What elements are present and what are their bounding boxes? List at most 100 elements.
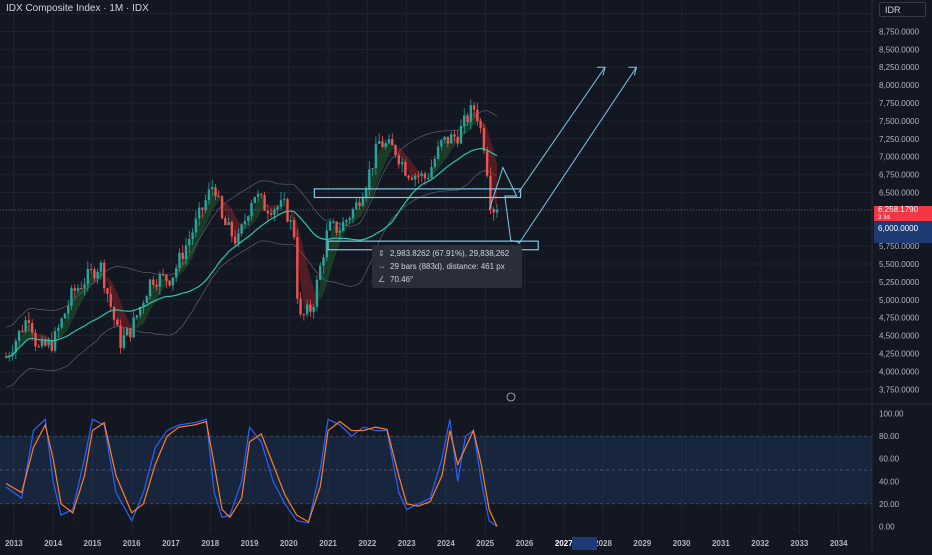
time-tick-label: 2032 bbox=[751, 539, 769, 548]
price-tick-label: 3,750.0000 bbox=[879, 385, 920, 394]
time-tick-label: 2016 bbox=[123, 539, 141, 548]
candle-body bbox=[374, 143, 378, 168]
ribbon-segment bbox=[444, 140, 448, 160]
candle-body bbox=[407, 175, 410, 178]
time-tick-label: 2027 bbox=[555, 539, 573, 548]
currency-badge[interactable]: IDR bbox=[879, 2, 926, 17]
candle-body bbox=[188, 238, 191, 246]
candle-body bbox=[211, 187, 214, 190]
candle-body bbox=[145, 296, 148, 304]
candle-body bbox=[322, 257, 325, 266]
candle-body bbox=[479, 120, 482, 128]
target-price-value: 6,000.0000 bbox=[878, 224, 919, 233]
ribbon-segment bbox=[356, 205, 360, 220]
candle-body bbox=[351, 209, 355, 219]
price-tick-label: 4,500.0000 bbox=[879, 332, 920, 341]
ribbon-segment bbox=[352, 209, 357, 223]
candle-body bbox=[148, 279, 152, 297]
ribbon-segment bbox=[424, 174, 429, 177]
candle-body bbox=[492, 208, 495, 213]
ribbon-segment bbox=[441, 141, 445, 165]
candle-body bbox=[433, 158, 436, 167]
candle-body bbox=[184, 245, 188, 260]
candle-body bbox=[417, 175, 420, 177]
candle-body bbox=[453, 134, 456, 137]
ribbon-segment bbox=[19, 334, 23, 348]
zigzag-projection bbox=[488, 166, 521, 244]
ribbon-segment bbox=[346, 219, 350, 230]
ribbon-segment bbox=[143, 302, 147, 324]
time-tick-label: 2013 bbox=[5, 539, 23, 548]
stoch-tick-label: 40.00 bbox=[879, 477, 900, 486]
candle-body bbox=[276, 206, 279, 210]
ribbon-segment bbox=[146, 292, 151, 318]
candle-body bbox=[423, 173, 427, 179]
price-tick-label: 8,000.0000 bbox=[879, 81, 920, 90]
ribbon-segment bbox=[385, 143, 389, 163]
candle-body bbox=[181, 252, 184, 260]
time-tick-label: 2020 bbox=[280, 539, 298, 548]
candle-body bbox=[227, 222, 230, 226]
stoch-tick-label: 0.00 bbox=[879, 522, 895, 531]
ribbon-segment bbox=[372, 160, 376, 195]
ribbon-segment bbox=[300, 237, 304, 310]
ribbon-segment bbox=[58, 325, 62, 341]
candle-body bbox=[253, 196, 256, 204]
time-tick-label: 2024 bbox=[437, 539, 455, 548]
price-tick-label: 4,750.0000 bbox=[879, 314, 920, 323]
candle-body bbox=[243, 221, 247, 225]
candle-body bbox=[116, 319, 119, 326]
candle-body bbox=[302, 314, 306, 316]
candle-body bbox=[63, 313, 67, 319]
candle-body bbox=[381, 141, 384, 148]
candle-body bbox=[427, 177, 430, 179]
candle-body bbox=[289, 220, 292, 222]
ribbon-segment bbox=[258, 195, 262, 217]
ribbon-segment bbox=[202, 205, 206, 234]
projection-channel-lower bbox=[518, 66, 637, 245]
price-tick-label: 5,750.0000 bbox=[879, 242, 920, 251]
candle-body bbox=[400, 162, 404, 165]
candle-body bbox=[335, 221, 338, 233]
price-tick-label: 8,500.0000 bbox=[879, 45, 920, 54]
candle-body bbox=[495, 209, 499, 213]
candle-body bbox=[364, 188, 368, 198]
stoch-d-line bbox=[5, 420, 498, 527]
candle-body bbox=[224, 218, 227, 226]
candle-body bbox=[469, 105, 473, 122]
ribbon-segment bbox=[408, 157, 412, 178]
candle-body bbox=[30, 323, 34, 333]
candle-body bbox=[194, 218, 198, 233]
time-tick-label: 2017 bbox=[162, 539, 180, 548]
candle-body bbox=[485, 150, 489, 176]
ribbon-segment bbox=[235, 215, 239, 238]
candle-body bbox=[355, 202, 358, 210]
ribbon-segment bbox=[64, 312, 69, 334]
candle-body bbox=[341, 221, 345, 231]
time-tick-label: 2022 bbox=[358, 539, 376, 548]
candle-body bbox=[273, 209, 276, 215]
ribbon-segment bbox=[379, 144, 383, 178]
candle-body bbox=[256, 193, 260, 197]
ribbon-segment bbox=[61, 319, 65, 338]
candle-body bbox=[394, 145, 397, 156]
candle-body bbox=[161, 274, 165, 276]
time-tick-label: 2030 bbox=[673, 539, 691, 548]
candle-body bbox=[83, 284, 86, 289]
candle-body bbox=[338, 230, 342, 233]
stoch-band-fill bbox=[0, 436, 872, 504]
ribbon-segment bbox=[487, 128, 491, 179]
candle-body bbox=[132, 317, 135, 338]
candle-body bbox=[233, 236, 237, 244]
candle-body bbox=[358, 202, 361, 206]
time-tick-label: 2023 bbox=[398, 539, 416, 548]
candle-body bbox=[348, 218, 351, 220]
candle-body bbox=[368, 169, 371, 189]
candle-body bbox=[96, 271, 99, 279]
candle-body bbox=[299, 298, 302, 315]
time-tick-label: 2014 bbox=[44, 539, 62, 548]
candle-body bbox=[93, 269, 96, 279]
candle-body bbox=[345, 219, 348, 222]
